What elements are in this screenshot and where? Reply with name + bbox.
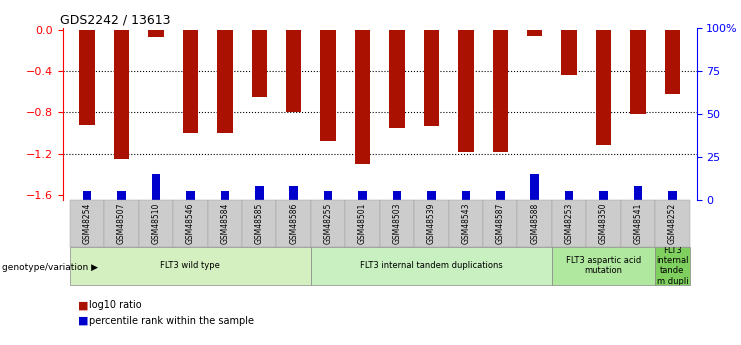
- Bar: [634, 186, 642, 200]
- Text: FLT3 wild type: FLT3 wild type: [161, 261, 220, 270]
- Bar: [358, 191, 367, 200]
- Bar: [427, 191, 436, 200]
- Text: GSM48587: GSM48587: [496, 203, 505, 244]
- Text: GSM48252: GSM48252: [668, 203, 677, 244]
- Bar: [114, 30, 129, 159]
- FancyBboxPatch shape: [552, 247, 655, 285]
- Text: GSM48546: GSM48546: [186, 203, 195, 244]
- Bar: [324, 191, 333, 200]
- FancyBboxPatch shape: [621, 200, 655, 247]
- FancyBboxPatch shape: [104, 200, 139, 247]
- FancyBboxPatch shape: [242, 200, 276, 247]
- Text: GSM48503: GSM48503: [393, 203, 402, 244]
- FancyBboxPatch shape: [70, 247, 311, 285]
- Bar: [631, 30, 645, 114]
- Bar: [320, 30, 336, 141]
- Bar: [668, 191, 677, 200]
- Bar: [527, 30, 542, 36]
- FancyBboxPatch shape: [448, 200, 483, 247]
- Text: log10 ratio: log10 ratio: [89, 300, 142, 310]
- Bar: [389, 30, 405, 128]
- Text: FLT3
internal
tande
m dupli: FLT3 internal tande m dupli: [657, 246, 688, 286]
- FancyBboxPatch shape: [552, 200, 586, 247]
- Bar: [424, 30, 439, 126]
- Text: FLT3 internal tandem duplications: FLT3 internal tandem duplications: [360, 261, 503, 270]
- Bar: [255, 186, 264, 200]
- FancyBboxPatch shape: [311, 247, 552, 285]
- FancyBboxPatch shape: [414, 200, 448, 247]
- Bar: [496, 191, 505, 200]
- Bar: [596, 30, 611, 145]
- Text: GSM48543: GSM48543: [462, 203, 471, 244]
- Text: GSM48510: GSM48510: [151, 203, 161, 244]
- Bar: [148, 30, 164, 37]
- Bar: [565, 191, 574, 200]
- Text: GSM48254: GSM48254: [82, 203, 92, 244]
- Bar: [83, 191, 91, 200]
- Text: GSM48255: GSM48255: [324, 203, 333, 244]
- FancyBboxPatch shape: [276, 200, 311, 247]
- Text: GSM48350: GSM48350: [599, 203, 608, 244]
- Bar: [355, 30, 370, 164]
- Bar: [458, 30, 473, 151]
- FancyBboxPatch shape: [586, 200, 621, 247]
- Text: GSM48539: GSM48539: [427, 203, 436, 244]
- Bar: [186, 191, 195, 200]
- Text: GSM48253: GSM48253: [565, 203, 574, 244]
- FancyBboxPatch shape: [517, 200, 552, 247]
- Text: GSM48507: GSM48507: [117, 203, 126, 244]
- Text: percentile rank within the sample: percentile rank within the sample: [89, 316, 254, 326]
- FancyBboxPatch shape: [655, 247, 690, 285]
- FancyBboxPatch shape: [139, 200, 173, 247]
- Bar: [221, 191, 229, 200]
- Text: ■: ■: [78, 316, 88, 326]
- Bar: [182, 30, 198, 133]
- Text: FLT3 aspartic acid
mutation: FLT3 aspartic acid mutation: [566, 256, 641, 275]
- Bar: [493, 30, 508, 151]
- Bar: [665, 30, 680, 94]
- FancyBboxPatch shape: [173, 200, 207, 247]
- Bar: [251, 30, 267, 97]
- Text: GSM48541: GSM48541: [634, 203, 642, 244]
- Text: ■: ■: [78, 300, 88, 310]
- Bar: [462, 191, 470, 200]
- Text: GSM48586: GSM48586: [289, 203, 298, 244]
- Bar: [79, 30, 95, 125]
- FancyBboxPatch shape: [311, 200, 345, 247]
- Bar: [217, 30, 233, 133]
- Bar: [117, 191, 126, 200]
- Text: GSM48584: GSM48584: [220, 203, 229, 244]
- FancyBboxPatch shape: [380, 200, 414, 247]
- Text: GSM48588: GSM48588: [531, 203, 539, 244]
- FancyBboxPatch shape: [483, 200, 517, 247]
- Bar: [599, 191, 608, 200]
- Bar: [152, 174, 160, 200]
- Bar: [531, 174, 539, 200]
- FancyBboxPatch shape: [207, 200, 242, 247]
- Bar: [286, 30, 302, 112]
- Text: genotype/variation ▶: genotype/variation ▶: [2, 263, 99, 272]
- FancyBboxPatch shape: [655, 200, 690, 247]
- FancyBboxPatch shape: [70, 200, 104, 247]
- Bar: [393, 191, 402, 200]
- Text: GDS2242 / 13613: GDS2242 / 13613: [60, 13, 170, 27]
- FancyBboxPatch shape: [345, 200, 380, 247]
- Bar: [290, 186, 298, 200]
- Text: GSM48501: GSM48501: [358, 203, 367, 244]
- Text: GSM48585: GSM48585: [255, 203, 264, 244]
- Bar: [562, 30, 577, 75]
